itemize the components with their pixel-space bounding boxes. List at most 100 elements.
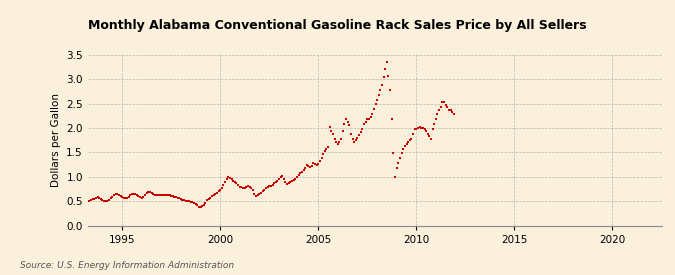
Point [442, 105, 453, 109]
Point [446, 107, 456, 112]
Point [411, 127, 422, 131]
Point [167, 194, 178, 199]
Point [219, 180, 230, 184]
Point [324, 125, 335, 129]
Point [341, 117, 352, 122]
Point [231, 181, 242, 185]
Text: Source: U.S. Energy Information Administration: Source: U.S. Energy Information Administ… [20, 260, 234, 270]
Point [148, 192, 159, 196]
Point [196, 204, 207, 208]
Point [434, 107, 445, 112]
Point [288, 178, 299, 182]
Point [140, 193, 151, 197]
Point [136, 196, 147, 200]
Point [211, 191, 222, 195]
Point [195, 205, 206, 209]
Point [412, 126, 423, 130]
Point [112, 192, 123, 196]
Point [421, 129, 431, 134]
Point [435, 105, 446, 109]
Point [209, 193, 219, 197]
Point [321, 147, 332, 151]
Point [392, 166, 402, 170]
Point [254, 192, 265, 196]
Point [132, 193, 142, 197]
Point [169, 194, 180, 199]
Point [400, 144, 410, 148]
Point [275, 175, 286, 179]
Point [431, 117, 441, 122]
Point [367, 112, 377, 116]
Point [163, 193, 173, 197]
Point [373, 93, 384, 97]
Point [357, 127, 368, 131]
Point [427, 127, 438, 131]
Point [103, 197, 114, 202]
Point [233, 183, 244, 187]
Point [432, 112, 443, 117]
Point [122, 196, 132, 200]
Point [157, 192, 168, 197]
Point [172, 196, 183, 200]
Point [347, 137, 358, 141]
Point [228, 178, 239, 183]
Point [215, 188, 225, 192]
Point [267, 182, 278, 187]
Point [344, 122, 354, 127]
Point [375, 87, 386, 92]
Point [315, 159, 325, 163]
Point [115, 194, 126, 198]
Point [350, 138, 361, 142]
Point [423, 132, 433, 136]
Point [264, 184, 275, 188]
Point [230, 180, 240, 184]
Point [90, 196, 101, 200]
Point [310, 161, 321, 166]
Point [149, 192, 160, 197]
Point [349, 139, 360, 144]
Point [244, 184, 255, 189]
Point [126, 192, 137, 197]
Point [326, 129, 337, 134]
Point [284, 181, 294, 185]
Point [318, 152, 329, 156]
Point [292, 175, 302, 179]
Point [290, 177, 300, 181]
Point [313, 161, 323, 166]
Point [352, 136, 363, 140]
Point [156, 192, 167, 197]
Point [92, 194, 103, 199]
Point [346, 132, 356, 136]
Point [257, 189, 268, 194]
Point [203, 197, 214, 201]
Point [241, 184, 252, 189]
Point [437, 100, 448, 104]
Point [404, 138, 415, 142]
Point [419, 127, 430, 131]
Point [259, 188, 270, 192]
Point [164, 193, 175, 197]
Point [184, 199, 194, 203]
Point [360, 120, 371, 124]
Point [401, 141, 412, 146]
Point [99, 199, 109, 203]
Point [94, 196, 105, 200]
Point [234, 184, 245, 189]
Point [135, 195, 146, 199]
Point [207, 194, 217, 199]
Y-axis label: Dollars per Gallon: Dollars per Gallon [51, 93, 61, 187]
Point [117, 194, 128, 199]
Point [447, 110, 458, 114]
Point [190, 202, 201, 206]
Point [97, 197, 108, 202]
Point [87, 197, 98, 201]
Point [356, 130, 367, 134]
Point [429, 122, 439, 127]
Point [285, 180, 296, 184]
Point [303, 164, 314, 168]
Point [213, 189, 224, 194]
Point [205, 196, 216, 200]
Point [146, 191, 157, 195]
Point [223, 175, 234, 179]
Point [270, 180, 281, 184]
